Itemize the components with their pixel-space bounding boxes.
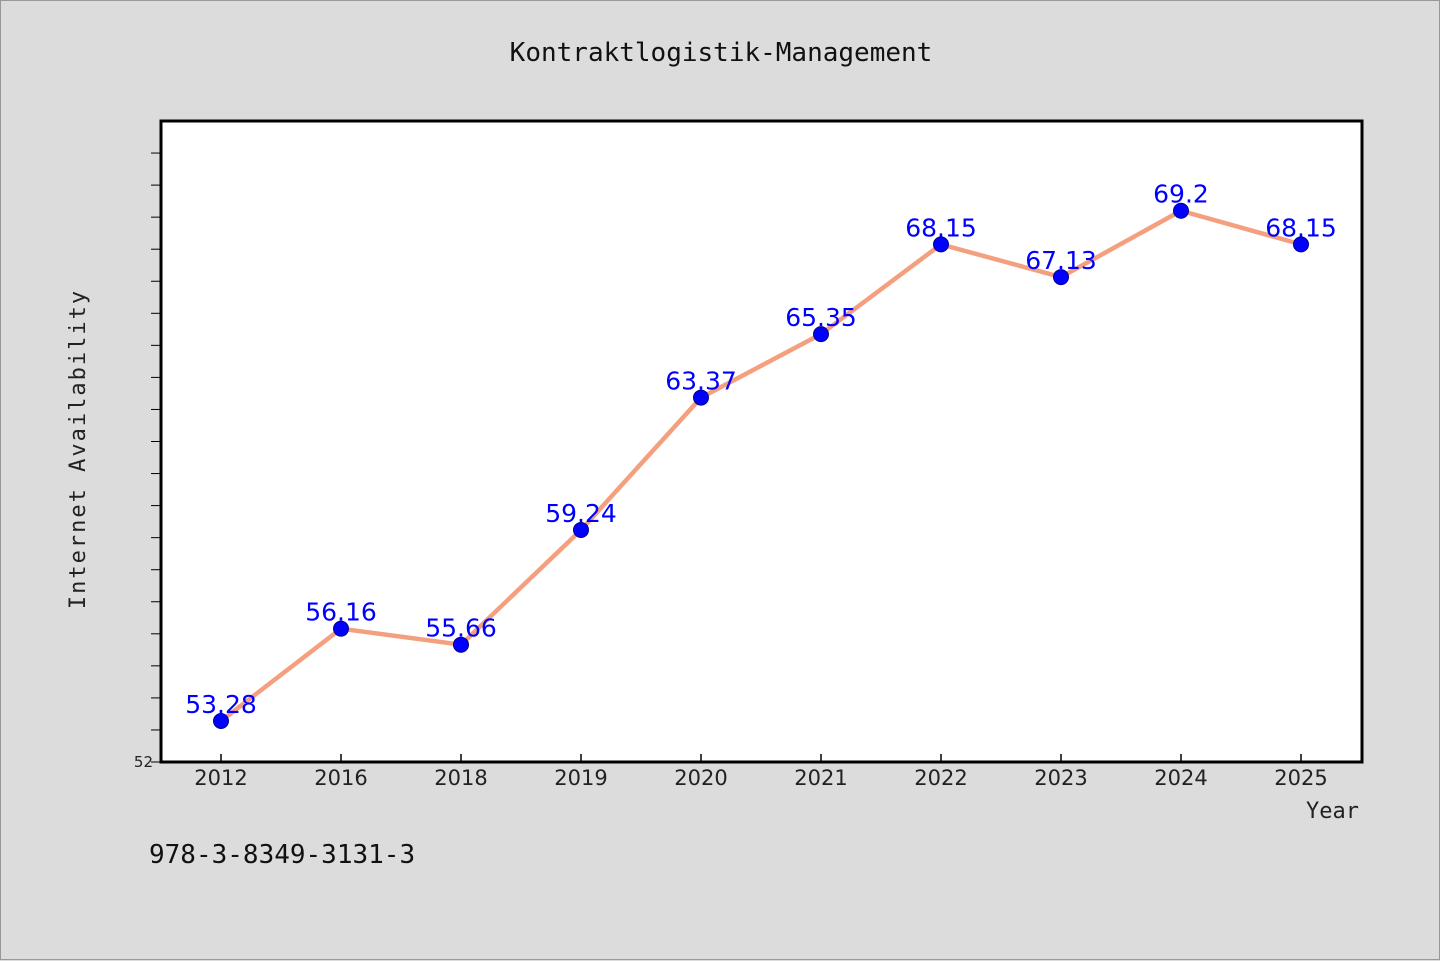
data-point	[213, 712, 229, 729]
series-line	[219, 208, 1302, 723]
data-label: 55.66	[425, 614, 497, 643]
plot-area	[159, 119, 1364, 764]
x-tick-label: 2018	[434, 766, 487, 790]
data-point	[1053, 269, 1069, 286]
data-label: 67.13	[1025, 246, 1097, 275]
x-tick-label: 2019	[554, 766, 607, 790]
chart-title: Kontraktlogistik-Management	[510, 38, 933, 68]
data-label: 56.16	[305, 598, 377, 627]
x-tick-label: 2023	[1034, 766, 1087, 790]
data-label: 53.28	[185, 690, 257, 719]
data-point	[933, 236, 949, 253]
data-label: 68.15	[905, 213, 977, 242]
x-tick-label: 2025	[1274, 766, 1327, 790]
data-point	[333, 620, 349, 637]
y-tick-label: 52	[134, 753, 153, 771]
x-tick-label: 2021	[794, 766, 847, 790]
data-point	[453, 636, 469, 653]
x-axis: 2012 2016 2018 2019 2020 2021 2022 2023 2024 2025	[194, 754, 1328, 790]
x-tick-label: 2020	[674, 766, 727, 790]
series-line-group	[219, 208, 1302, 723]
x-tick-label: 2024	[1154, 766, 1207, 790]
data-point	[693, 389, 709, 406]
x-axis-label: Year	[1306, 799, 1359, 824]
x-tick-label: 2022	[914, 766, 967, 790]
data-label-group: 53.28 56.16 55.66 59.24 63.37 65.35 68.15 67.13…	[185, 180, 1337, 719]
marker-group	[213, 202, 1309, 729]
data-point	[1173, 202, 1189, 219]
data-point	[813, 326, 829, 343]
data-point	[573, 521, 589, 538]
isbn-footer: 978-3-8349-3131-3	[149, 840, 415, 870]
data-label: 69.2	[1153, 180, 1209, 209]
data-label: 65.35	[785, 303, 857, 332]
data-label: 68.15	[1265, 213, 1337, 242]
y-axis: 52	[134, 152, 161, 771]
data-point	[1293, 236, 1309, 253]
data-label: 63.37	[665, 367, 737, 396]
x-tick-label: 2012	[194, 766, 247, 790]
y-axis-label: Internet Availability	[66, 289, 91, 609]
data-label: 59.24	[545, 499, 617, 528]
x-tick-label: 2016	[314, 766, 367, 790]
